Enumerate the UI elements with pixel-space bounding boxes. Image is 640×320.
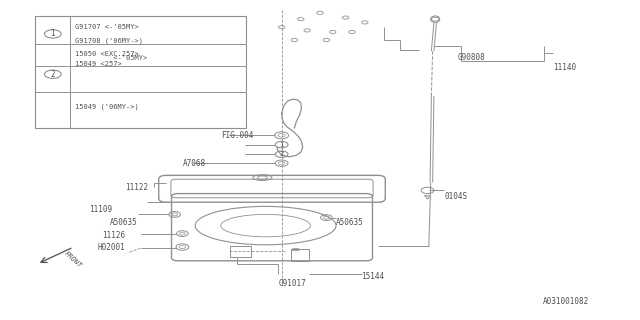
Text: 11109: 11109 (89, 205, 112, 214)
Text: 11140: 11140 (554, 63, 577, 72)
Text: 11122: 11122 (125, 183, 148, 192)
Text: 2: 2 (280, 151, 284, 157)
Text: FIG.004: FIG.004 (221, 132, 253, 140)
Text: A50635: A50635 (336, 218, 364, 227)
Text: 0104S: 0104S (445, 192, 468, 201)
Bar (291, 249, 309, 261)
Text: 15144: 15144 (362, 272, 385, 281)
Text: A7068: A7068 (182, 159, 205, 168)
Text: <-'05MY>: <-'05MY> (75, 55, 147, 61)
Text: G91708 ('06MY->): G91708 ('06MY->) (75, 37, 143, 44)
Text: 15049 ('06MY->): 15049 ('06MY->) (75, 103, 139, 110)
Text: A50635: A50635 (110, 218, 138, 227)
Text: G91707 <-'05MY>: G91707 <-'05MY> (75, 24, 139, 30)
Text: 1: 1 (280, 142, 284, 148)
Text: FRONT: FRONT (63, 251, 83, 269)
Text: 15049 <257>: 15049 <257> (75, 60, 122, 67)
Text: 1: 1 (51, 29, 55, 38)
Text: H02001: H02001 (97, 244, 125, 252)
Text: 11126: 11126 (102, 231, 125, 240)
Text: 2: 2 (51, 70, 55, 79)
Text: 15050 <EXC.257>: 15050 <EXC.257> (75, 51, 139, 57)
Bar (230, 246, 251, 257)
Text: G90808: G90808 (458, 53, 485, 62)
Bar (35, 16, 246, 128)
Text: A031001082: A031001082 (543, 297, 589, 306)
Text: G91017: G91017 (278, 279, 306, 288)
